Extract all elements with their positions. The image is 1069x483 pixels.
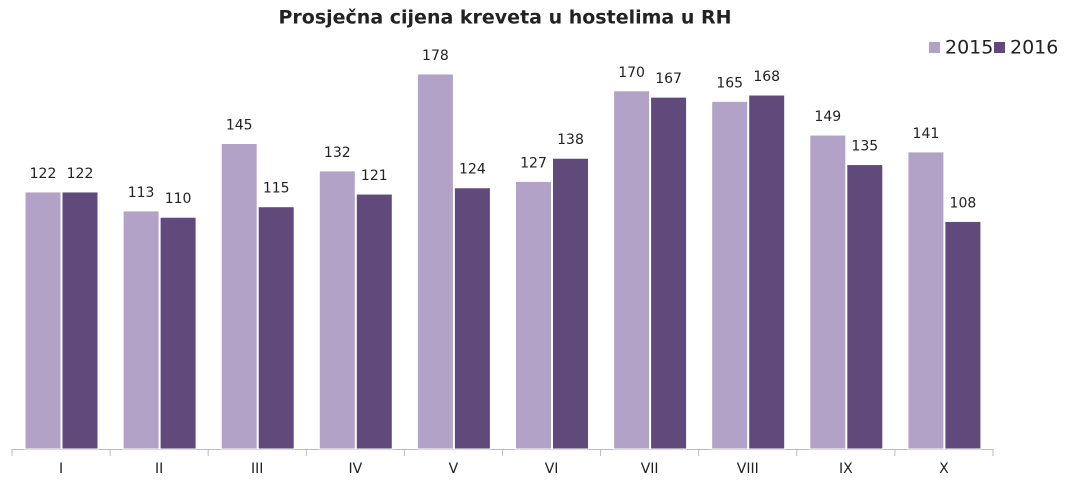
bar	[318, 170, 356, 450]
data-label: 165	[716, 75, 743, 91]
data-label: 138	[557, 132, 584, 148]
x-tick-label: IX	[839, 461, 853, 477]
data-label: 168	[753, 69, 780, 85]
bar	[220, 142, 258, 450]
bar	[61, 191, 99, 450]
data-label: 170	[618, 65, 645, 81]
legend-swatch	[929, 42, 940, 53]
data-label: 135	[851, 139, 878, 155]
bar	[355, 193, 393, 450]
data-label: 145	[226, 117, 253, 133]
data-label: 141	[913, 126, 940, 142]
bar	[846, 164, 884, 450]
data-label: 113	[128, 185, 155, 201]
x-tick-label: VI	[545, 461, 559, 477]
bar	[515, 180, 552, 450]
data-label: 122	[30, 166, 57, 182]
bar	[552, 157, 589, 450]
bar	[24, 191, 62, 450]
bar	[711, 100, 749, 450]
x-tick-label: V	[449, 461, 459, 477]
legend-swatch	[994, 42, 1005, 53]
data-label: 108	[950, 195, 977, 211]
data-label: 149	[814, 109, 841, 125]
x-tick-label: I	[59, 461, 63, 477]
bar	[944, 220, 982, 450]
x-tick-label: IV	[348, 461, 362, 477]
bar	[416, 73, 454, 450]
data-label: 115	[263, 181, 290, 197]
bar	[748, 94, 786, 450]
x-tick-label: VIII	[737, 461, 759, 477]
bar	[650, 96, 688, 450]
bar	[809, 134, 847, 450]
chart-title: Prosječna cijena kreveta u hostelima u R…	[278, 7, 731, 29]
data-label: 178	[422, 48, 449, 64]
data-label: 167	[655, 71, 682, 87]
x-tick-label: II	[155, 461, 163, 477]
bar	[159, 216, 197, 450]
legend-label: 2015	[945, 37, 993, 59]
x-tick-label: III	[251, 461, 263, 477]
data-label: 122	[67, 166, 94, 182]
bar	[257, 206, 295, 450]
data-label: 127	[520, 155, 547, 171]
bar	[613, 90, 651, 450]
data-label: 110	[165, 191, 192, 207]
x-tick-label: X	[939, 461, 949, 477]
bar	[122, 210, 160, 450]
data-label: 121	[361, 168, 388, 184]
data-label: 132	[324, 145, 351, 161]
bar	[453, 187, 491, 450]
data-label: 124	[459, 162, 486, 178]
x-tick-label: VII	[641, 461, 659, 477]
legend-label: 2016	[1010, 37, 1058, 59]
bar	[907, 151, 945, 450]
